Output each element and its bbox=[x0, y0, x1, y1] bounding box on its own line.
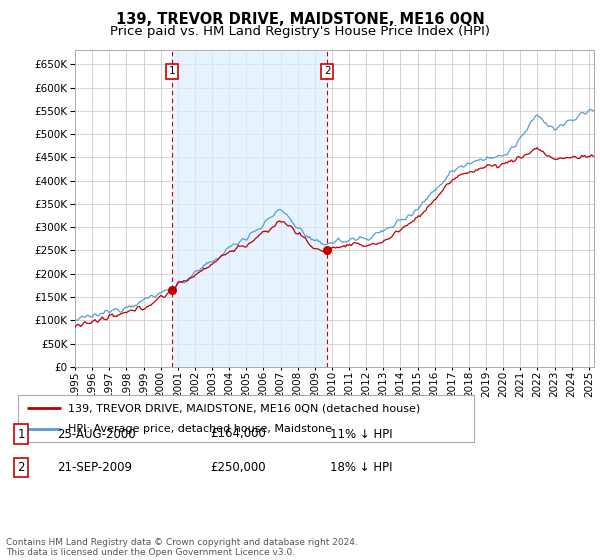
Text: 1: 1 bbox=[17, 427, 25, 441]
Text: 21-SEP-2009: 21-SEP-2009 bbox=[57, 461, 132, 474]
Text: £164,000: £164,000 bbox=[210, 427, 266, 441]
Bar bbox=[172, 50, 327, 367]
Text: 2: 2 bbox=[324, 66, 331, 76]
Text: HPI: Average price, detached house, Maidstone: HPI: Average price, detached house, Maid… bbox=[68, 424, 332, 434]
Text: 2: 2 bbox=[17, 461, 25, 474]
Text: 139, TREVOR DRIVE, MAIDSTONE, ME16 0QN: 139, TREVOR DRIVE, MAIDSTONE, ME16 0QN bbox=[116, 12, 484, 27]
Text: 139, TREVOR DRIVE, MAIDSTONE, ME16 0QN (detached house): 139, TREVOR DRIVE, MAIDSTONE, ME16 0QN (… bbox=[68, 403, 421, 413]
Text: 25-AUG-2000: 25-AUG-2000 bbox=[57, 427, 136, 441]
Text: Contains HM Land Registry data © Crown copyright and database right 2024.
This d: Contains HM Land Registry data © Crown c… bbox=[6, 538, 358, 557]
Text: £250,000: £250,000 bbox=[210, 461, 266, 474]
Text: Price paid vs. HM Land Registry's House Price Index (HPI): Price paid vs. HM Land Registry's House … bbox=[110, 25, 490, 38]
Text: 1: 1 bbox=[169, 66, 175, 76]
Text: 11% ↓ HPI: 11% ↓ HPI bbox=[330, 427, 392, 441]
Text: 18% ↓ HPI: 18% ↓ HPI bbox=[330, 461, 392, 474]
